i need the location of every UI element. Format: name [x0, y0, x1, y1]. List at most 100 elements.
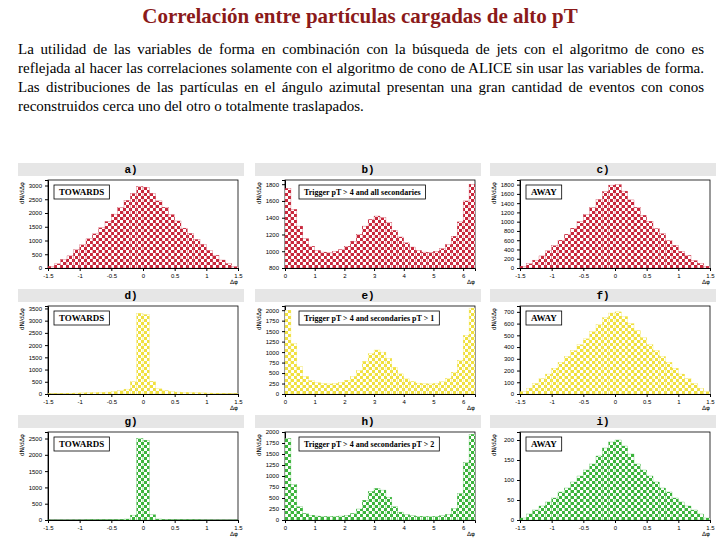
tick-label: 3 — [373, 399, 377, 405]
hist-bar — [105, 222, 111, 268]
hist-bar — [678, 502, 684, 520]
tick-label: 0 — [511, 391, 515, 397]
hist-bar — [338, 382, 344, 394]
tick-mark — [282, 520, 285, 521]
tick-label: -0.5 — [579, 399, 590, 405]
hist-bar — [653, 482, 659, 520]
hist-bar — [156, 519, 162, 520]
tick: -1.5 — [43, 394, 54, 405]
tick-label: 0.5 — [171, 399, 180, 405]
plot-frame — [520, 180, 710, 268]
hist-bar — [175, 221, 181, 268]
tick: 1600 — [266, 198, 285, 204]
hist-bar — [571, 482, 577, 520]
plot-area — [520, 180, 710, 268]
tick-mark — [282, 352, 285, 353]
tick-label: 2500 — [29, 436, 43, 442]
y-axis: 05001000150020002500 — [29, 433, 49, 524]
y-axis: 020040060080010001200140016001800 — [501, 181, 521, 272]
hist-bar — [398, 237, 404, 268]
annotation-text: Trigger pT > 4 and secondaries pT > 2 — [304, 440, 434, 449]
tick-label: 0 — [511, 517, 515, 523]
tick: 1200 — [501, 210, 520, 216]
plot-area — [520, 306, 710, 394]
hist-bar — [92, 393, 98, 394]
annotation-box — [299, 437, 439, 451]
tick-mark — [433, 394, 434, 397]
tick-mark — [45, 268, 48, 269]
tick-label: 1500 — [29, 355, 43, 361]
tick-label: 1 — [314, 273, 318, 279]
panel: e)0123456025050075010001250150017502000Δ… — [255, 289, 481, 412]
plot-area — [48, 432, 238, 520]
annotation-box — [299, 311, 439, 325]
hist-bar — [439, 516, 445, 520]
hist-bar — [558, 362, 564, 394]
tick: 2000 — [29, 210, 48, 216]
tick-mark — [80, 394, 81, 397]
tick-mark — [463, 520, 464, 523]
tick-label: 1500 — [29, 469, 43, 475]
tick-mark — [517, 194, 520, 195]
tick-label: 500 — [504, 333, 515, 339]
hist-bar — [374, 216, 380, 268]
charts: a)-1.5-1-0.500.511.505001000150020002500… — [0, 0, 720, 540]
hist-bar — [552, 246, 558, 268]
tick-mark — [517, 222, 520, 223]
annotation-box — [54, 437, 109, 451]
tick: 4 — [403, 394, 407, 405]
tick-mark — [282, 487, 285, 488]
tick-label: 100 — [504, 477, 515, 483]
annotation-box — [54, 311, 109, 325]
slide-text: La utilidad de las variables de forma en… — [18, 40, 704, 116]
tick-label: 500 — [269, 370, 280, 376]
tick-label: -0.5 — [579, 525, 590, 531]
plot-frame — [520, 306, 710, 394]
hist-bar — [653, 351, 659, 394]
tick-label: 1000 — [266, 473, 280, 479]
hist-bar — [609, 185, 615, 268]
x-axis-title: Δφ — [702, 278, 710, 286]
x-axis-title: Δφ — [467, 278, 475, 286]
tick-mark — [282, 321, 285, 322]
tick-label: 500 — [32, 252, 43, 258]
tick-label: 750 — [269, 484, 280, 490]
hist-bar — [463, 335, 469, 394]
tick: 1 — [314, 520, 318, 531]
axis-line — [49, 521, 239, 524]
tick-label: 0.5 — [643, 525, 652, 531]
tick-label: 0 — [39, 391, 43, 397]
y-axis: 0500100015002000250030003500 — [29, 306, 49, 398]
tick-label: 0 — [511, 265, 515, 271]
tick: 2 — [343, 268, 347, 279]
hist-bar — [457, 222, 463, 268]
hist-bar — [691, 383, 697, 394]
hist-bar — [520, 392, 526, 394]
tick-mark — [517, 324, 520, 325]
tick-label: -1 — [549, 525, 555, 531]
tick: 1250 — [266, 339, 285, 345]
tick-label: 0 — [284, 273, 288, 279]
tick-label: 1 — [314, 399, 318, 405]
x-axis: 0123456 — [284, 268, 476, 279]
bars — [520, 440, 710, 520]
hist-bar — [111, 519, 117, 520]
hist-bar — [602, 318, 608, 394]
hist-bar — [558, 240, 564, 268]
panel-title: c) — [596, 164, 609, 176]
tick-mark — [647, 268, 648, 271]
tick: 3000 — [29, 318, 48, 324]
tick-mark — [647, 394, 648, 397]
tick: 0.5 — [643, 520, 652, 531]
tick-label: 0 — [142, 525, 146, 531]
hist-bar — [590, 464, 596, 520]
annotation-text: AWAY — [531, 313, 557, 323]
tick-label: 1 — [677, 399, 681, 405]
tick-label: 400 — [504, 247, 515, 253]
tick-label: 800 — [504, 228, 515, 234]
hist-bar — [61, 393, 67, 394]
hist-bar — [213, 255, 219, 268]
plot-frame — [48, 306, 238, 394]
hist-bar — [124, 519, 130, 520]
hist-bar — [232, 393, 238, 394]
